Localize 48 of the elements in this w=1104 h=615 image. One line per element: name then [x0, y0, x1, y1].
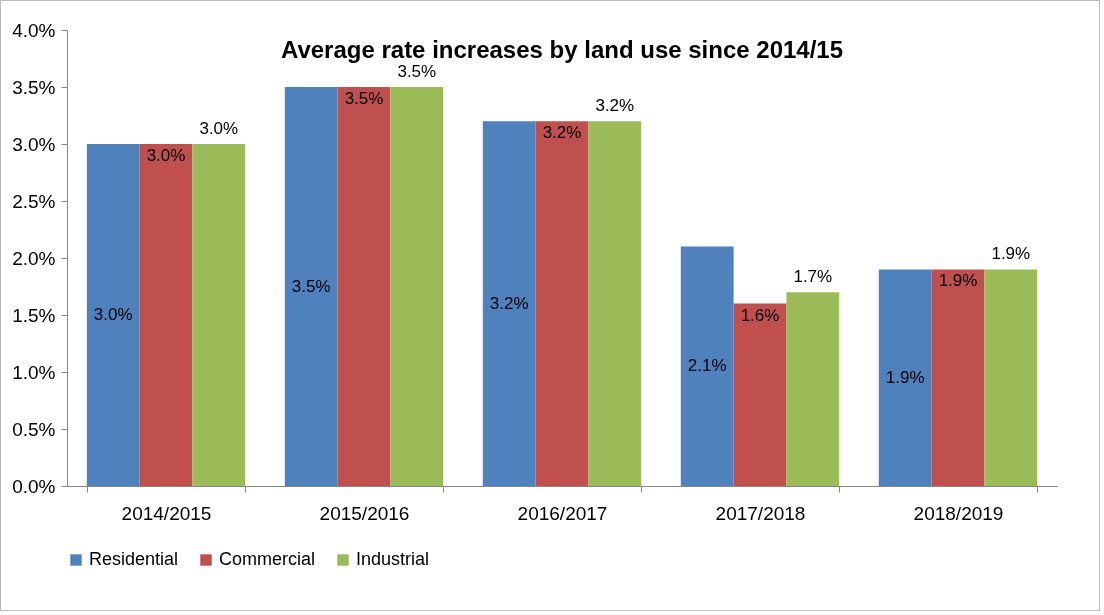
bar	[733, 303, 787, 486]
data-label: 3.5%	[291, 276, 331, 296]
legend-label: Industrial	[356, 549, 430, 569]
y-tick-label: 0.0%	[12, 475, 56, 497]
data-label: 3.2%	[489, 293, 529, 313]
bar	[284, 87, 338, 486]
bar	[588, 121, 642, 486]
bar	[680, 246, 734, 486]
y-tick-label: 3.5%	[12, 76, 56, 98]
y-tick-label: 1.0%	[12, 361, 56, 383]
data-label: 3.5%	[344, 89, 384, 108]
bar	[984, 269, 1038, 486]
data-label: 1.9%	[991, 244, 1031, 264]
data-label: 3.2%	[595, 96, 635, 116]
y-tick-label: 3.0%	[12, 133, 56, 155]
legend-label: Commercial	[219, 549, 316, 569]
data-label: 3.0%	[146, 146, 186, 165]
bar	[139, 144, 193, 486]
y-tick-label: 0.5%	[12, 418, 56, 440]
bar	[337, 87, 391, 486]
data-label: 3.0%	[199, 119, 239, 138]
data-label: 3.2%	[542, 123, 582, 143]
y-tick-label: 2.0%	[12, 247, 56, 269]
bar	[192, 144, 246, 486]
data-label: 1.9%	[885, 367, 925, 387]
bar	[86, 144, 140, 486]
data-label: 3.5%	[397, 62, 437, 81]
bar	[390, 87, 444, 486]
bar	[535, 121, 589, 486]
legend-label: Residential	[89, 549, 179, 569]
data-label: 2.1%	[687, 356, 727, 376]
data-label: 1.6%	[740, 305, 780, 325]
y-tick-label: 4.0%	[12, 19, 56, 41]
bar	[482, 121, 536, 486]
y-tick-label: 1.5%	[12, 304, 56, 326]
x-tick-label: 2017/2018	[715, 502, 806, 524]
y-tick-label: 2.5%	[12, 190, 56, 212]
chart-title: Average rate increases by land use since 2014/15	[280, 36, 844, 63]
x-tick-label: 2016/2017	[517, 502, 608, 524]
bar	[786, 292, 840, 486]
data-label: 1.9%	[938, 271, 978, 291]
data-label: 3.0%	[93, 305, 133, 324]
x-tick-label: 2014/2015	[121, 502, 212, 524]
x-tick-label: 2015/2016	[319, 502, 410, 524]
data-label: 1.7%	[793, 267, 833, 287]
x-tick-label: 2018/2019	[913, 502, 1004, 524]
bar	[931, 269, 985, 486]
bar	[878, 269, 932, 486]
